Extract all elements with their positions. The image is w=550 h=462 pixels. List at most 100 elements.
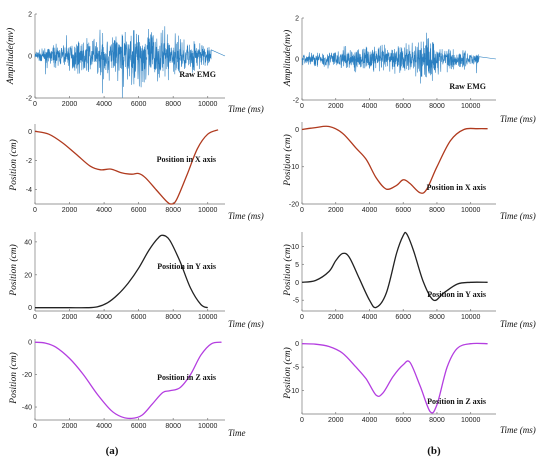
x-axis-label: Time (ms) bbox=[500, 211, 536, 221]
x-tick-label: 10000 bbox=[198, 423, 218, 430]
x-tick-label: 6000 bbox=[131, 314, 147, 321]
x-tick-label: 10000 bbox=[461, 207, 481, 214]
x-tick-label: 8000 bbox=[165, 314, 181, 321]
y-tick-label: 20 bbox=[24, 272, 32, 279]
x-tick-label: 2000 bbox=[62, 207, 78, 214]
caption-a: (a) bbox=[106, 445, 119, 457]
x-tick-label: 10000 bbox=[198, 314, 218, 321]
y-axis-label: Position (cm) bbox=[282, 244, 293, 296]
x-tick-label: 2000 bbox=[62, 314, 78, 321]
series-annotation: Position in Z axis bbox=[427, 397, 486, 406]
x-tick-label: 2000 bbox=[62, 423, 78, 430]
x-tick-label: 10000 bbox=[461, 314, 481, 321]
x-tick-label: 10000 bbox=[198, 101, 218, 108]
y-axis-label: Amplitude(mv) bbox=[5, 28, 16, 85]
x-tick-label: 0 bbox=[300, 314, 304, 321]
x-axis-label: Time (ms) bbox=[500, 425, 536, 435]
y-axis-label: Position (cm) bbox=[8, 244, 19, 296]
y-tick-label: -2 bbox=[26, 158, 32, 165]
x-tick-label: 6000 bbox=[395, 314, 411, 321]
x-tick-label: 0 bbox=[33, 314, 37, 321]
y-tick-label: 0 bbox=[28, 54, 32, 61]
y-tick-label: 0 bbox=[28, 305, 32, 312]
y-tick-label: -20 bbox=[22, 372, 32, 379]
x-tick-label: 0 bbox=[300, 207, 304, 214]
y-axis-label: Position (cm) bbox=[282, 347, 293, 399]
x-tick-label: 8000 bbox=[429, 103, 445, 110]
y-tick-label: -4 bbox=[26, 187, 32, 194]
chart-panel-2: 0 2000 4000 6000 8000 10000 0 -2 -4 Position in X… bbox=[8, 124, 264, 221]
x-tick-label: 6000 bbox=[395, 207, 411, 214]
series-annotation: Position in Z axis bbox=[157, 373, 216, 382]
position-series-line bbox=[301, 342, 488, 414]
emg-signal-line bbox=[34, 26, 226, 98]
chart-panel-8: 0 2000 4000 6000 8000 10000 0 -5 -10 Position in … bbox=[282, 339, 536, 435]
x-tick-label: 2000 bbox=[328, 314, 344, 321]
x-axis-label: Time (ms) bbox=[228, 319, 264, 329]
y-tick-label: -20 bbox=[289, 202, 299, 209]
x-axis-label: Time bbox=[228, 428, 246, 438]
x-tick-label: 6000 bbox=[131, 207, 147, 214]
x-axis-label: Time (ms) bbox=[500, 114, 536, 124]
position-series-line bbox=[301, 231, 488, 309]
x-tick-label: 10000 bbox=[198, 207, 218, 214]
x-axis-label: Time (ms) bbox=[500, 319, 536, 329]
y-tick-label: -2 bbox=[293, 98, 299, 105]
x-tick-label: 4000 bbox=[362, 103, 378, 110]
series-annotation: Position in Y axis bbox=[427, 290, 486, 299]
y-tick-label: 2 bbox=[28, 12, 32, 19]
series-annotation: Position in Y axis bbox=[157, 262, 216, 271]
x-tick-label: 6000 bbox=[131, 101, 147, 108]
x-tick-label: 4000 bbox=[96, 314, 112, 321]
x-tick-label: 4000 bbox=[96, 423, 112, 430]
x-tick-label: 8000 bbox=[165, 101, 181, 108]
x-tick-label: 4000 bbox=[96, 101, 112, 108]
chart-panel-7: 0 2000 4000 6000 8000 10000 10 5 0 -5 Position in … bbox=[282, 231, 536, 329]
x-tick-label: 8000 bbox=[429, 207, 445, 214]
x-axis-label: Time (ms) bbox=[228, 104, 264, 114]
x-tick-label: 8000 bbox=[165, 207, 181, 214]
y-tick-label: 2 bbox=[295, 16, 299, 23]
x-tick-label: 6000 bbox=[131, 423, 147, 430]
y-tick-label: 0 bbox=[295, 341, 299, 348]
y-tick-label: 0 bbox=[28, 340, 32, 347]
chart-panel-3: 0 2000 4000 6000 8000 10000 40 20 0 Position in Y… bbox=[8, 232, 264, 329]
x-tick-label: 0 bbox=[33, 207, 37, 214]
x-tick-label: 0 bbox=[33, 101, 37, 108]
series-annotation: Raw EMG bbox=[179, 70, 216, 79]
x-tick-label: 10000 bbox=[461, 103, 481, 110]
y-tick-label: 10 bbox=[291, 244, 299, 251]
x-tick-label: 0 bbox=[33, 423, 37, 430]
position-series-line bbox=[34, 129, 219, 205]
x-tick-label: 4000 bbox=[96, 207, 112, 214]
position-series-line bbox=[34, 234, 208, 309]
y-tick-label: -10 bbox=[289, 388, 299, 395]
y-tick-label: 40 bbox=[24, 239, 32, 246]
position-series-line bbox=[301, 125, 488, 194]
y-tick-label: -40 bbox=[22, 405, 32, 412]
y-tick-label: -5 bbox=[293, 298, 299, 305]
x-tick-label: 4000 bbox=[362, 207, 378, 214]
x-axis-label: Time (ms) bbox=[228, 211, 264, 221]
y-tick-label: -5 bbox=[293, 365, 299, 372]
y-axis-label: Position (cm) bbox=[282, 134, 293, 186]
caption-b: (b) bbox=[427, 445, 441, 457]
x-tick-label: 6000 bbox=[395, 103, 411, 110]
y-axis-label: Position (cm) bbox=[8, 139, 19, 191]
x-tick-label: 8000 bbox=[429, 314, 445, 321]
x-tick-label: 8000 bbox=[165, 423, 181, 430]
position-series-line bbox=[34, 341, 222, 420]
y-tick-label: -2 bbox=[26, 96, 32, 103]
x-tick-label: 0 bbox=[300, 417, 304, 424]
x-tick-label: 0 bbox=[300, 103, 304, 110]
y-tick-label: 0 bbox=[295, 127, 299, 134]
x-tick-label: 2000 bbox=[328, 417, 344, 424]
x-tick-label: 6000 bbox=[395, 417, 411, 424]
x-tick-label: 2000 bbox=[328, 103, 344, 110]
x-tick-label: 2000 bbox=[62, 101, 78, 108]
x-tick-label: 2000 bbox=[328, 207, 344, 214]
chart-panel-6: 0 2000 4000 6000 8000 10000 0 -10 -20 Position in… bbox=[282, 122, 536, 221]
series-annotation: Raw EMG bbox=[449, 82, 486, 91]
